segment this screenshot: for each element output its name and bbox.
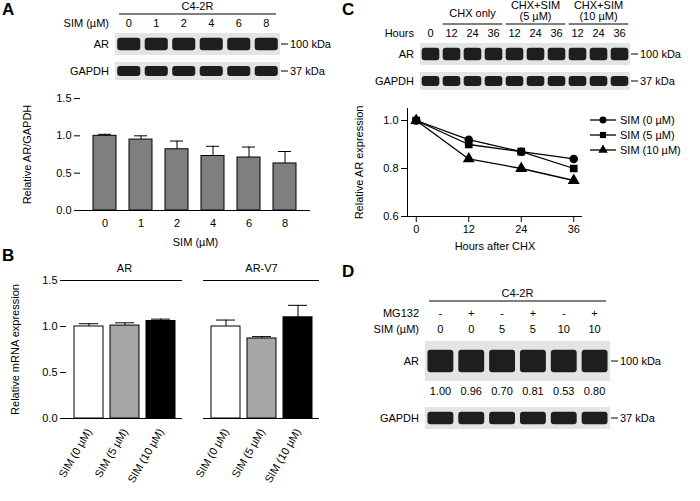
svg-text:5: 5	[530, 323, 536, 335]
svg-text:10: 10	[588, 323, 600, 335]
svg-text:1.0: 1.0	[56, 129, 71, 141]
svg-text:+: +	[468, 307, 474, 319]
svg-text:0.81: 0.81	[522, 385, 543, 397]
html-text:D: D	[342, 262, 355, 281]
svg-text:37 kDa: 37 kDa	[640, 75, 676, 87]
svg-text:24: 24	[515, 223, 527, 235]
svg-text:10: 10	[558, 323, 570, 335]
svg-text:SIM (µM): SIM (µM)	[374, 323, 419, 335]
html-text:A: A	[2, 0, 15, 19]
svg-text:C4-2R: C4-2R	[502, 287, 534, 299]
svg-text:AR: AR	[404, 355, 419, 367]
svg-text:100 kDa: 100 kDa	[290, 38, 332, 50]
svg-text:SIM (0 µM): SIM (0 µM)	[56, 426, 94, 479]
svg-text:SIM (0 µM): SIM (0 µM)	[193, 426, 231, 479]
svg-text:0.8: 0.8	[383, 162, 398, 174]
svg-text:1.0: 1.0	[42, 320, 57, 332]
svg-text:MG132: MG132	[383, 307, 419, 319]
svg-text:0.53: 0.53	[553, 385, 574, 397]
svg-text:0.0: 0.0	[56, 204, 71, 216]
svg-text:12: 12	[445, 27, 457, 39]
svg-text:+: +	[591, 307, 597, 319]
html-text:C: C	[342, 0, 355, 19]
svg-text:CHX only: CHX only	[449, 7, 496, 19]
svg-text:0.96: 0.96	[461, 385, 482, 397]
svg-text:12: 12	[463, 223, 475, 235]
svg-text:100 kDa: 100 kDa	[640, 48, 682, 60]
svg-text:GAPDH: GAPDH	[70, 65, 109, 77]
svg-text:AR: AR	[117, 262, 132, 274]
svg-text:+: +	[530, 307, 536, 319]
svg-text:36: 36	[487, 27, 499, 39]
svg-text:0: 0	[126, 17, 132, 29]
svg-text:SIM (µM): SIM (µM)	[64, 17, 109, 29]
svg-text:1.5: 1.5	[42, 274, 57, 286]
html-text:SIM (5 µM): SIM (5 µM)	[620, 128, 675, 141]
svg-text:8: 8	[282, 217, 288, 229]
svg-text:CHX+SIM(10 µM): CHX+SIM(10 µM)	[574, 0, 623, 22]
svg-text:1: 1	[153, 17, 159, 29]
svg-text:2: 2	[174, 217, 180, 229]
svg-text:SIM (10 µM): SIM (10 µM)	[262, 426, 303, 485]
svg-text:0.5: 0.5	[42, 366, 57, 378]
svg-text:12: 12	[571, 27, 583, 39]
svg-text:GAPDH: GAPDH	[375, 75, 414, 87]
svg-text:-: -	[500, 307, 504, 319]
svg-text:6: 6	[236, 17, 242, 29]
svg-text:0: 0	[427, 27, 433, 39]
svg-text:Relative AR/GAPDH: Relative AR/GAPDH	[21, 105, 33, 205]
svg-text:37 kDa: 37 kDa	[290, 65, 326, 77]
svg-text:1.5: 1.5	[56, 92, 71, 104]
svg-text:0.0: 0.0	[42, 412, 57, 424]
svg-text:24: 24	[529, 27, 541, 39]
svg-text:0.70: 0.70	[491, 385, 512, 397]
html-text:SIM (10 µM): SIM (10 µM)	[620, 143, 681, 156]
svg-text:37 kDa: 37 kDa	[620, 412, 656, 424]
svg-text:4: 4	[208, 17, 214, 29]
svg-text:36: 36	[613, 27, 625, 39]
svg-text:12: 12	[508, 27, 520, 39]
svg-text:6: 6	[246, 217, 252, 229]
svg-text:Hours: Hours	[385, 27, 415, 39]
svg-text:0: 0	[468, 323, 474, 335]
svg-text:0.6: 0.6	[383, 210, 398, 222]
svg-text:1.0: 1.0	[383, 114, 398, 126]
svg-text:GAPDH: GAPDH	[380, 412, 419, 424]
svg-text:C4-2R: C4-2R	[182, 0, 214, 12]
svg-text:0.5: 0.5	[56, 167, 71, 179]
svg-text:AR: AR	[399, 48, 414, 60]
svg-text:24: 24	[466, 27, 478, 39]
svg-text:1: 1	[138, 217, 144, 229]
svg-text:-: -	[562, 307, 566, 319]
svg-text:0.80: 0.80	[584, 385, 605, 397]
svg-text:AR: AR	[94, 38, 109, 50]
svg-text:4: 4	[210, 217, 216, 229]
svg-text:Hours after CHX: Hours after CHX	[455, 240, 536, 252]
svg-text:24: 24	[592, 27, 604, 39]
svg-text:36: 36	[550, 27, 562, 39]
svg-text:-: -	[439, 307, 443, 319]
svg-text:AR-V7: AR-V7	[245, 262, 277, 274]
svg-text:CHX+SIM(5 µM): CHX+SIM(5 µM)	[511, 0, 560, 22]
svg-text:5: 5	[499, 323, 505, 335]
svg-text:0: 0	[437, 323, 443, 335]
html-text:SIM (0 µM): SIM (0 µM)	[620, 113, 675, 126]
svg-text:Relative AR expression: Relative AR expression	[353, 106, 365, 220]
svg-text:8: 8	[263, 17, 269, 29]
svg-text:1.00: 1.00	[430, 385, 451, 397]
svg-text:0: 0	[413, 223, 419, 235]
svg-text:SIM (µM): SIM (µM)	[173, 236, 218, 248]
svg-text:SIM (5 µM): SIM (5 µM)	[229, 426, 267, 479]
svg-text:2: 2	[181, 17, 187, 29]
svg-text:Relative mRNA expression: Relative mRNA expression	[9, 284, 21, 415]
html-text:B: B	[2, 246, 15, 265]
svg-text:0: 0	[102, 217, 108, 229]
svg-text:SIM (5 µM): SIM (5 µM)	[92, 426, 130, 479]
svg-text:100 kDa: 100 kDa	[620, 355, 662, 367]
svg-text:SIM (10 µM): SIM (10 µM)	[125, 426, 166, 485]
svg-text:36: 36	[568, 223, 580, 235]
